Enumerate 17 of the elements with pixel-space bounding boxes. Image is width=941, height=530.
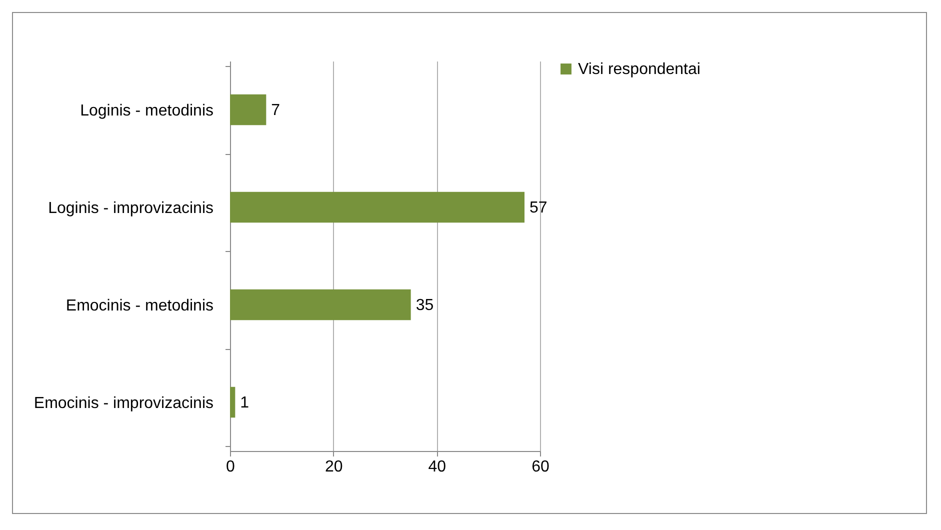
data-label: 7 xyxy=(271,102,280,119)
bar xyxy=(230,192,524,223)
x-tick-label: 0 xyxy=(226,458,236,476)
bar xyxy=(230,289,411,320)
y-tick-label: Emocinis - metodinis xyxy=(66,297,214,314)
x-tick-label: 60 xyxy=(532,458,550,476)
bar xyxy=(230,94,266,126)
data-label: 1 xyxy=(240,394,250,412)
bar xyxy=(230,386,236,418)
y-tick-label: Loginis - improvizacinis xyxy=(48,200,214,217)
data-label: 35 xyxy=(416,296,434,314)
data-label: 57 xyxy=(530,199,548,216)
legend-label: Visi respondentai xyxy=(578,61,700,78)
x-tick-label: 40 xyxy=(428,458,446,476)
y-tick-label: Loginis - metodinis xyxy=(80,102,214,120)
y-tick-label: Emocinis - improvizacinis xyxy=(34,394,214,412)
x-tick-label: 20 xyxy=(324,458,343,476)
